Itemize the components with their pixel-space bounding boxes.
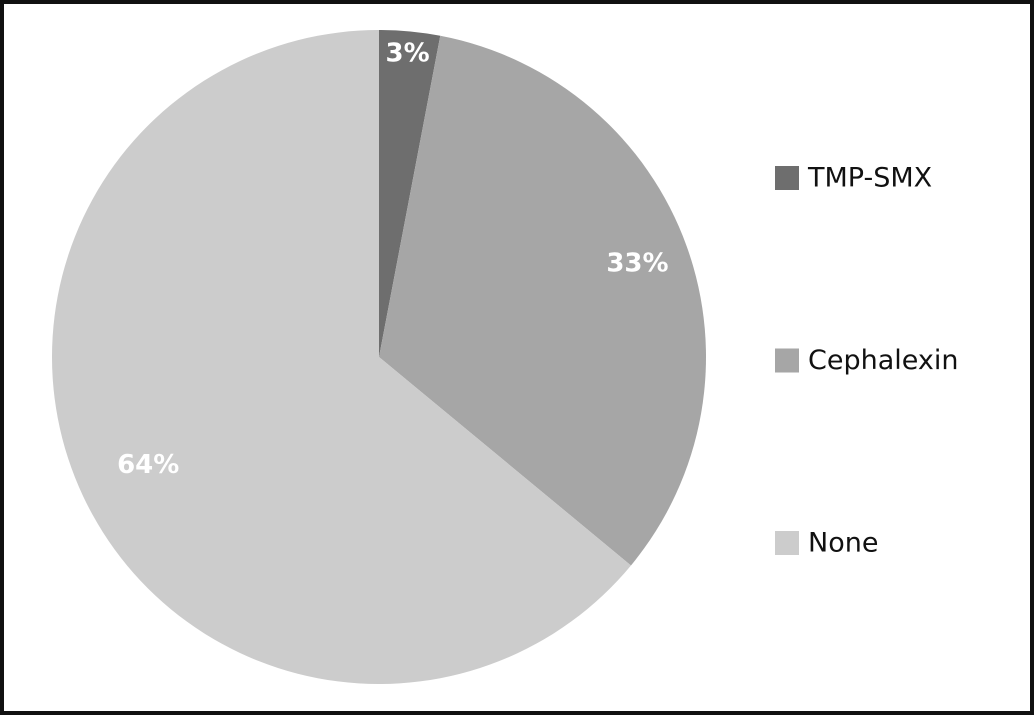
slice-label: 3% bbox=[386, 39, 430, 69]
legend-swatch bbox=[775, 166, 799, 190]
legend-swatch bbox=[775, 531, 799, 555]
slice-label: 33% bbox=[606, 248, 668, 278]
pie-slice bbox=[379, 35, 707, 566]
slice-label: 64% bbox=[117, 450, 179, 480]
pie-slice bbox=[51, 30, 631, 685]
legend-swatch bbox=[775, 348, 799, 373]
legend-label: TMP-SMX bbox=[807, 163, 932, 194]
legend-label: Cephalexin bbox=[808, 345, 959, 376]
pie-slice bbox=[379, 30, 441, 357]
legend-label: None bbox=[808, 528, 878, 559]
